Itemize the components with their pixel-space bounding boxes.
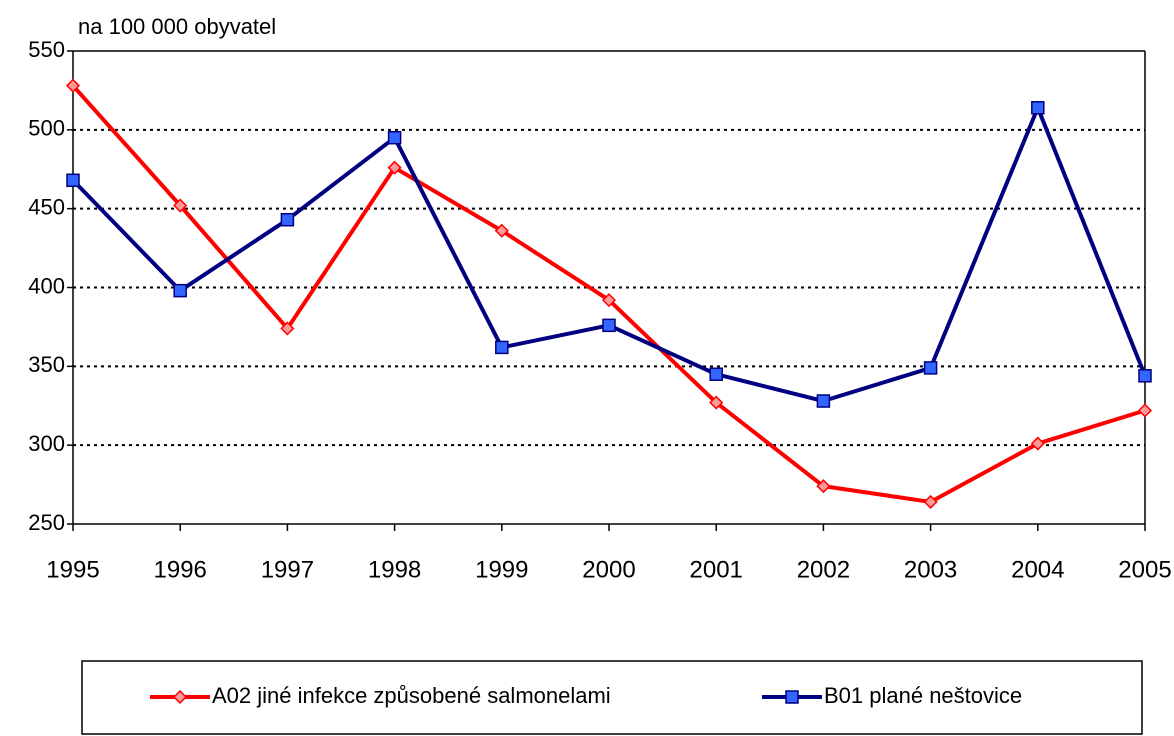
x-tick-label: 1999 (475, 556, 528, 583)
marker (1030, 436, 1045, 451)
marker (1031, 101, 1045, 115)
x-tick-label: 2004 (1011, 556, 1064, 583)
x-tick-label: 1996 (154, 556, 207, 583)
marker (709, 367, 723, 381)
series-line (71, 105, 1147, 404)
x-tick-label: 1998 (368, 556, 421, 583)
x-tick-label: 2002 (797, 556, 850, 583)
x-tick-label: 1995 (46, 556, 99, 583)
marker (495, 340, 509, 355)
marker (494, 223, 509, 238)
legend-marker (785, 690, 799, 704)
marker (923, 494, 938, 509)
marker (280, 212, 295, 227)
x-tick-label: 2000 (582, 556, 635, 583)
marker (173, 283, 187, 298)
marker (601, 293, 617, 308)
marker (1137, 403, 1153, 418)
marker (709, 395, 724, 410)
marker (280, 321, 295, 336)
y-tick-label: 500 (28, 116, 65, 141)
x-tick-label: 2003 (904, 556, 957, 583)
legend-label: B01 plané neštovice (824, 683, 1022, 708)
marker (923, 361, 938, 375)
marker (66, 173, 80, 188)
marker (387, 160, 402, 175)
y-tick-label: 250 (28, 510, 65, 535)
marker (602, 318, 616, 333)
y-tick-label: 550 (28, 37, 65, 62)
y-tick-label: 400 (28, 273, 65, 298)
y-tick-label: 300 (28, 431, 65, 456)
x-tick-label: 2005 (1118, 556, 1171, 583)
marker (816, 394, 831, 408)
marker (173, 198, 188, 213)
x-tick-label: 2001 (690, 556, 743, 583)
legend-marker (172, 689, 188, 705)
y-tick-label: 350 (28, 352, 65, 377)
y-axis-label: na 100 000 obyvatel (78, 14, 276, 39)
marker (65, 78, 81, 93)
legend-label: A02 jiné infekce způsobené salmonelami (212, 683, 611, 708)
y-tick-label: 450 (28, 194, 65, 219)
x-tick-label: 1997 (261, 556, 314, 583)
marker (1138, 369, 1152, 383)
legend-box (81, 660, 1143, 735)
marker (387, 130, 402, 145)
marker (816, 479, 831, 494)
